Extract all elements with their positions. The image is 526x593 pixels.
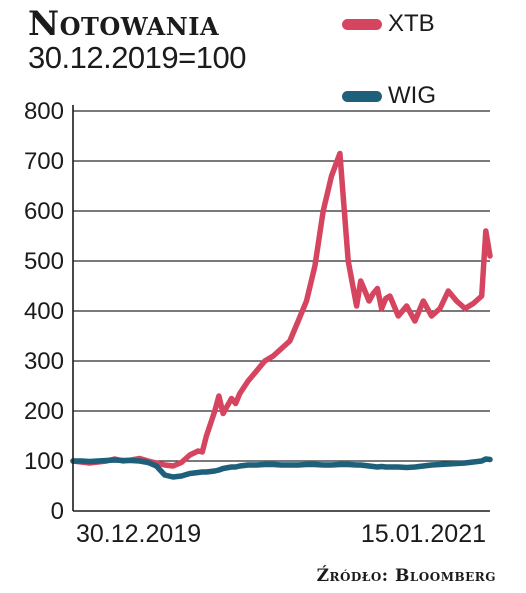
y-tick-label-300: 300	[24, 348, 64, 375]
x-tick-label-end: 15.01.2021	[361, 520, 486, 548]
axes	[72, 105, 490, 512]
y-tick-label-500: 500	[24, 248, 64, 275]
series-line-wig	[70, 456, 493, 480]
series-line-xtb	[70, 150, 493, 469]
legend-label-xtb: XTB	[388, 10, 435, 37]
y-tick-label-700: 700	[24, 148, 64, 175]
legend-swatch-wig	[342, 91, 382, 102]
y-tick-label-0: 0	[51, 498, 64, 525]
source-note: Źródło: Bloomberg	[316, 566, 496, 586]
legend-label-wig: WIG	[388, 82, 436, 109]
gridlines	[73, 110, 490, 462]
y-tick-label-800: 800	[24, 98, 64, 125]
y-axis-ticks: 0 100 200 300 400 500 600 700 800	[24, 98, 64, 525]
y-tick-label-200: 200	[24, 398, 64, 425]
y-tick-label-100: 100	[24, 448, 64, 475]
chart-subtitle: 30.12.2019=100	[28, 40, 246, 75]
x-tick-label-start: 30.12.2019	[76, 520, 201, 548]
series-lines	[70, 150, 493, 480]
y-tick-label-400: 400	[24, 298, 64, 325]
legend-swatch-xtb	[342, 19, 382, 30]
chart-title: Notowania	[28, 4, 220, 44]
x-axis-ticks: 30.12.2019 15.01.2021	[76, 520, 486, 548]
y-tick-label-600: 600	[24, 198, 64, 225]
